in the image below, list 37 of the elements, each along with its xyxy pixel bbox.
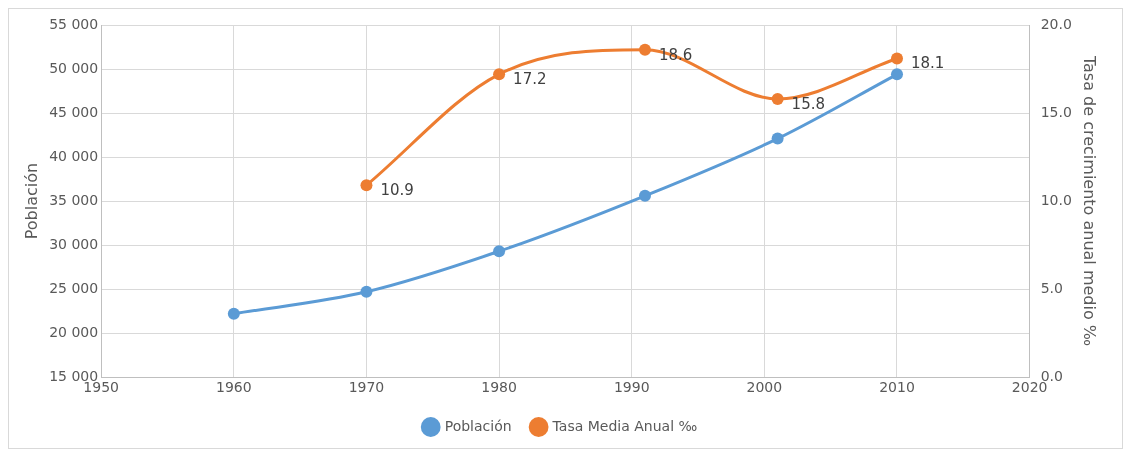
- y-tick-label: 55 000: [49, 15, 99, 32]
- point: [360, 179, 373, 192]
- point: [890, 52, 903, 65]
- point: [360, 285, 373, 298]
- y-axis-title: Población: [21, 162, 41, 240]
- y2-tick-label: 10.0: [1040, 191, 1072, 208]
- y2-tick-label: 5.0: [1040, 279, 1063, 296]
- x-tick-label: 1970: [348, 379, 385, 396]
- point: [493, 68, 506, 81]
- data-label: 10.9: [380, 181, 414, 200]
- legend-label: Población: [444, 417, 512, 434]
- y-tick-label: 30 000: [49, 235, 99, 252]
- x-tick-label: 2010: [879, 379, 915, 396]
- x-tick-label: 1960: [216, 379, 252, 396]
- y2-tick-label: 15.0: [1040, 103, 1072, 120]
- x-tick-label: 1980: [481, 379, 517, 396]
- y2-axis-title: Tasa de crecimiento anual medio ‰: [1080, 54, 1100, 347]
- y-tick-label: 35 000: [49, 191, 99, 208]
- data-label: 17.2: [513, 70, 547, 89]
- y-tick-label: 25 000: [49, 279, 99, 296]
- y-tick-label: 50 000: [49, 59, 99, 76]
- data-label: 18.1: [910, 54, 945, 73]
- point: [771, 92, 784, 105]
- legend-label: Tasa Media Anual ‰: [551, 417, 698, 434]
- x-tick-label: 2000: [746, 379, 783, 396]
- y-tick-label: 45 000: [49, 103, 99, 120]
- point: [638, 189, 651, 202]
- data-label: 15.8: [791, 94, 826, 113]
- y2-tick-label: 20.0: [1040, 15, 1072, 32]
- point: [493, 245, 506, 258]
- x-tick-label: 1990: [613, 379, 650, 396]
- y-tick-label: 20 000: [49, 323, 99, 340]
- y-tick-label: 40 000: [49, 147, 99, 164]
- point: [771, 132, 784, 145]
- point: [890, 68, 903, 81]
- point: [227, 307, 240, 320]
- point: [638, 43, 651, 56]
